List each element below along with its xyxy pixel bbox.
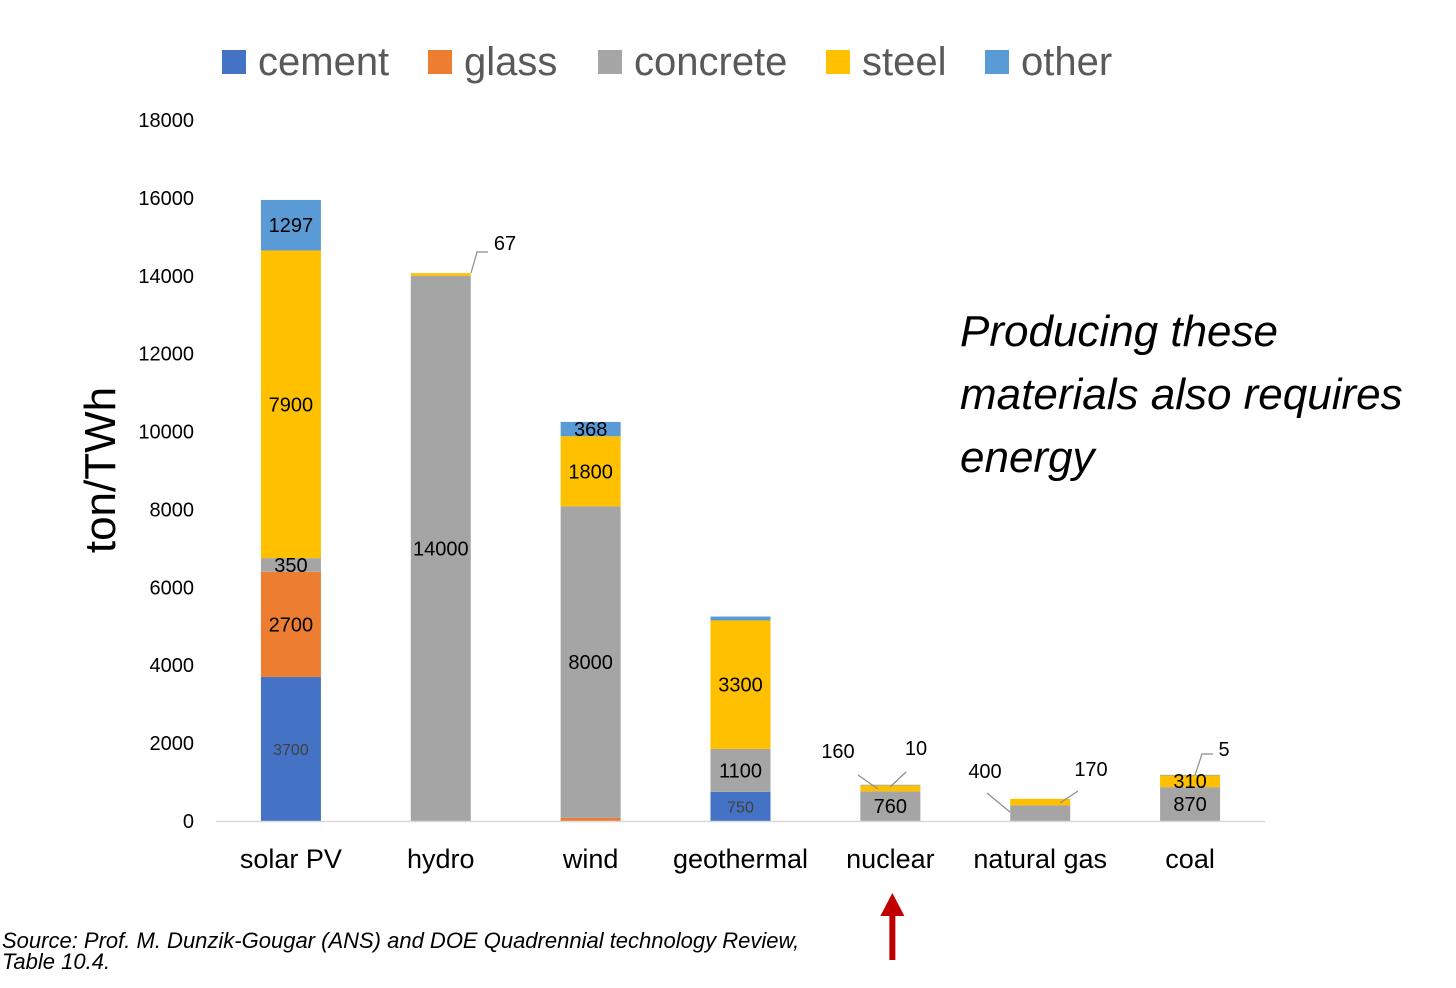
y-tick-label: 16000 bbox=[138, 188, 194, 210]
legend-swatch-cement bbox=[222, 50, 246, 74]
data-label-natural-gas-steel: 170 bbox=[1074, 759, 1107, 781]
bar-segment-geothermal-cement bbox=[710, 791, 771, 821]
data-labels: 3700 2700 350 7900 1297 14000 67 8000 1800 368 750… bbox=[269, 215, 1230, 818]
legend-label-glass: glass bbox=[464, 40, 557, 84]
legend-label-cement: cement bbox=[258, 40, 389, 84]
bar-segment-wind-glass bbox=[560, 817, 621, 821]
x-tick-label-solar-pv: solar PV bbox=[240, 844, 342, 874]
bar-segment-geothermal-steel bbox=[710, 620, 771, 749]
annotation-text: Producing these materials also requires … bbox=[960, 300, 1450, 489]
y-tick-label: 10000 bbox=[138, 422, 194, 444]
bar-segment-wind-concrete bbox=[560, 506, 621, 818]
callout-leader-nuclear-steel bbox=[857, 774, 879, 790]
data-label-solar-pv-glass: 2700 bbox=[269, 614, 314, 636]
x-tick-label-nuclear: nuclear bbox=[846, 844, 935, 874]
x-tick-label-hydro: hydro bbox=[407, 844, 475, 874]
data-label-wind-concrete: 8000 bbox=[568, 652, 613, 674]
data-label-geothermal-cement: 750 bbox=[727, 799, 754, 816]
data-label-geothermal-concrete: 1100 bbox=[719, 760, 762, 782]
data-label-wind-other: 368 bbox=[574, 419, 607, 441]
x-tick-label-wind: wind bbox=[562, 844, 619, 874]
source-line: Source: Prof. M. Dunzik-Gougar (ANS) and… bbox=[2, 928, 800, 953]
data-label-solar-pv-concrete: 350 bbox=[274, 555, 307, 577]
data-label-coal-concrete: 870 bbox=[1173, 794, 1206, 816]
y-tick-label: 18000 bbox=[138, 110, 194, 132]
bar-segment-nuclear-steel bbox=[860, 785, 921, 792]
callout-leader-natural-gas-steel bbox=[1059, 790, 1079, 804]
y-axis: 0 2000 4000 6000 8000 10000 12000 14000 16000 180… bbox=[76, 110, 194, 833]
bar-segment-wind-other bbox=[560, 421, 621, 437]
legend-swatch-glass bbox=[428, 50, 452, 74]
source-citation: Source: Prof. M. Dunzik-Gougar (ANS) and… bbox=[2, 928, 862, 974]
bar-segment-natural-gas-steel bbox=[1010, 798, 1071, 806]
y-tick-label: 2000 bbox=[150, 733, 195, 755]
y-axis-title: ton/TWh bbox=[76, 387, 125, 553]
y-tick-label: 4000 bbox=[150, 655, 195, 677]
bar-segment-natural-gas-concrete bbox=[1010, 805, 1071, 821]
callout-leader-hydro-steel bbox=[470, 251, 488, 274]
bar-segment-geothermal-other bbox=[710, 616, 771, 621]
bar-segment-coal-steel bbox=[1160, 775, 1221, 788]
annotation-line: Producing these bbox=[960, 307, 1278, 356]
bar-segment-solar-pv-glass bbox=[260, 571, 321, 677]
data-label-geothermal-steel: 3300 bbox=[718, 675, 763, 697]
bar-segment-solar-pv-cement bbox=[260, 676, 321, 821]
legend-swatch-other bbox=[985, 50, 1009, 74]
bar-segment-wind-steel bbox=[560, 436, 621, 507]
y-tick-label: 8000 bbox=[150, 499, 195, 521]
data-label-solar-pv-steel: 7900 bbox=[269, 394, 314, 416]
y-tick-label: 12000 bbox=[138, 344, 194, 366]
data-label-hydro-steel: 67 bbox=[494, 233, 516, 255]
x-tick-label-geothermal: geothermal bbox=[673, 844, 808, 874]
bar-segment-hydro-concrete bbox=[410, 275, 471, 821]
legend-swatch-concrete bbox=[598, 50, 622, 74]
bar-segment-nuclear-other bbox=[860, 784, 921, 786]
highlight-marker bbox=[880, 893, 905, 960]
data-label-coal-steel: 310 bbox=[1173, 771, 1206, 793]
legend-label-concrete: concrete bbox=[634, 40, 787, 84]
bar-segment-coal-concrete bbox=[1160, 787, 1221, 821]
x-axis: solar PV hydro wind geothermal nuclear natura… bbox=[216, 820, 1265, 874]
bar-segment-solar-pv-concrete bbox=[260, 558, 321, 572]
bar-segment-solar-pv-other bbox=[260, 199, 321, 251]
data-label-hydro-concrete: 14000 bbox=[413, 538, 469, 560]
legend: cement glass concrete steel other bbox=[222, 40, 1112, 84]
callout-leader-coal-other bbox=[1194, 753, 1213, 776]
x-tick-label-coal: coal bbox=[1165, 844, 1215, 874]
legend-swatch-steel bbox=[826, 50, 850, 74]
bar-stacks bbox=[260, 199, 1221, 821]
highlight-arrow-shaft bbox=[889, 914, 896, 960]
annotation-line: energy bbox=[960, 433, 1095, 482]
data-label-nuclear-concrete: 760 bbox=[874, 796, 907, 818]
data-label-natural-gas-concrete: 400 bbox=[968, 761, 1001, 783]
legend-label-other: other bbox=[1021, 40, 1112, 84]
callout-leader-natural-gas-concrete bbox=[986, 792, 1011, 813]
x-tick-label-natural-gas: natural gas bbox=[973, 844, 1107, 874]
highlight-arrow-head bbox=[880, 893, 905, 916]
bar-segment-solar-pv-steel bbox=[260, 250, 321, 559]
data-label-solar-pv-cement: 3700 bbox=[273, 742, 309, 759]
bar-segment-geothermal-concrete bbox=[710, 748, 771, 792]
data-label-nuclear-steel: 160 bbox=[821, 741, 854, 763]
bar-segment-nuclear-concrete bbox=[860, 791, 921, 821]
y-tick-label: 0 bbox=[183, 811, 194, 833]
y-tick-label: 6000 bbox=[150, 577, 195, 599]
legend-label-steel: steel bbox=[862, 40, 947, 84]
data-label-coal-other: 5 bbox=[1218, 739, 1229, 761]
y-tick-label: 14000 bbox=[138, 266, 194, 288]
data-label-wind-steel: 1800 bbox=[568, 461, 613, 483]
data-label-nuclear-other: 10 bbox=[905, 738, 927, 760]
bar-segment-hydro-steel bbox=[410, 273, 471, 276]
source-line: Table 10.4. bbox=[2, 949, 111, 974]
data-label-solar-pv-other: 1297 bbox=[269, 215, 314, 237]
annotation-line: materials also requires bbox=[960, 370, 1403, 419]
bar-segment-coal-other bbox=[1160, 774, 1221, 776]
callout-leader-nuclear-other bbox=[889, 771, 907, 788]
